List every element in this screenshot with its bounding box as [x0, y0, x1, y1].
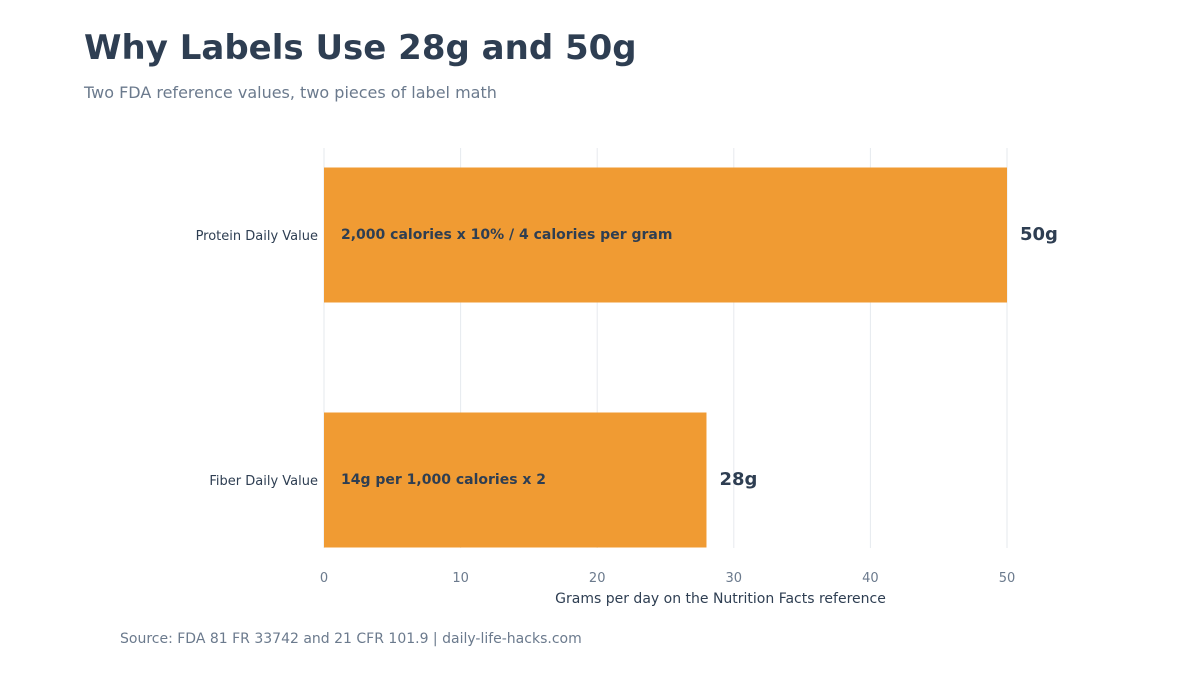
x-tick-label: 0: [320, 571, 328, 586]
chart-title: Why Labels Use 28g and 50g: [84, 28, 637, 68]
x-axis-ticks: 0 10 20 30 40 50: [320, 571, 1015, 586]
labels: Protein Daily Value 2,000 calories x 10% …: [196, 224, 1058, 490]
source-note: Source: FDA 81 FR 33742 and 21 CFR 101.9…: [120, 631, 582, 647]
x-tick-label: 20: [589, 571, 606, 586]
value-label: 28g: [719, 469, 757, 490]
bar-annotation: 2,000 calories x 10% / 4 calories per gr…: [341, 227, 672, 243]
x-axis-label: Grams per day on the Nutrition Facts ref…: [555, 591, 886, 607]
chart-subtitle: Two FDA reference values, two pieces of …: [84, 83, 497, 102]
x-tick-label: 40: [862, 571, 879, 586]
x-tick-label: 10: [452, 571, 469, 586]
value-label: 50g: [1020, 224, 1058, 245]
x-tick-label: 50: [999, 571, 1016, 586]
bar-annotation: 14g per 1,000 calories x 2: [341, 472, 546, 488]
category-label: Fiber Daily Value: [209, 474, 318, 489]
bar: [324, 412, 707, 548]
x-tick-label: 30: [726, 571, 743, 586]
category-label: Protein Daily Value: [196, 229, 318, 244]
bar: [324, 167, 1007, 303]
bars: [324, 167, 1007, 548]
